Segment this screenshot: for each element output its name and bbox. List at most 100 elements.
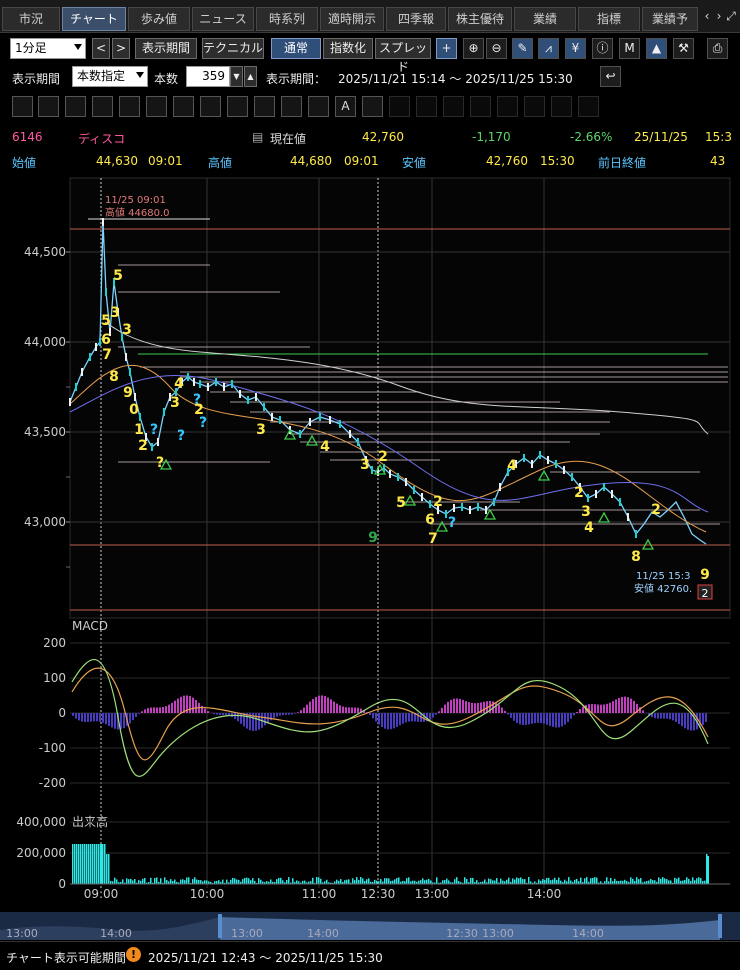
count-label: 9 [700, 567, 710, 583]
macd-histogram-bar [276, 713, 278, 717]
macd-histogram-bar [384, 713, 386, 729]
interval-select[interactable]: 1分足 [10, 38, 86, 59]
macd-histogram-bar [312, 699, 314, 713]
fib-icon[interactable] [200, 96, 221, 117]
spread-button[interactable]: スプレッド [375, 38, 431, 59]
macd-histogram-bar [165, 706, 167, 713]
area-chart-icon[interactable]: ▲ [646, 38, 667, 59]
volume-bar [170, 879, 172, 884]
yen-icon[interactable]: ¥ [565, 38, 586, 59]
next-button[interactable]: > [112, 38, 130, 59]
candle [349, 430, 351, 438]
vline-tool-icon[interactable] [173, 96, 194, 117]
overview-tick-label: 14:00 [307, 927, 339, 940]
volume-bar [108, 854, 110, 884]
settings-icon[interactable]: ⚒ [673, 38, 694, 59]
channel-icon[interactable] [92, 96, 113, 117]
period-mode-select[interactable]: 本数指定 [72, 66, 148, 87]
lock-icon[interactable] [551, 96, 572, 117]
macd-histogram-bar [474, 703, 476, 713]
volume-bar [520, 877, 522, 884]
volume-bar [360, 877, 362, 884]
candle [371, 466, 373, 474]
minus-icon[interactable] [308, 96, 329, 117]
tab-benefits[interactable]: 株主優待 [448, 7, 512, 31]
volume-bar [198, 880, 200, 884]
tab-news[interactable]: ニュース [192, 7, 254, 31]
prev-button[interactable]: < [92, 38, 110, 59]
paste-icon[interactable] [416, 96, 437, 117]
volume-bar [320, 879, 322, 884]
footer: チャート表示可能期間 ! 2025/11/21 12:43 ～ 2025/11/… [0, 941, 740, 970]
macd-histogram-bar [300, 710, 302, 713]
tab-ticks[interactable]: 歩み値 [128, 7, 190, 31]
eraser-all-icon[interactable] [497, 96, 518, 117]
overview-bar[interactable]: 13:00 14:00 13:00 14:00 12:30 13:00 14:00 [0, 912, 740, 940]
macd-histogram-bar [114, 713, 116, 729]
tab-shikiho[interactable]: 四季報 [386, 7, 446, 31]
ruler-icon[interactable] [38, 96, 59, 117]
macd-histogram-bar [255, 713, 257, 731]
count-input[interactable]: 359 [186, 66, 230, 87]
macd-histogram-bar [96, 713, 98, 721]
line-tool-icon[interactable] [12, 96, 33, 117]
expand-icon[interactable]: ⤢ [724, 9, 738, 24]
volume-bar [398, 877, 400, 884]
volume-bar [164, 877, 166, 884]
hand-icon[interactable] [443, 96, 464, 117]
pen-icon[interactable]: ✎ [512, 38, 533, 59]
icon-stamp-icon[interactable] [362, 96, 383, 117]
period-label: 表示期間 [12, 70, 60, 87]
fan-icon[interactable] [119, 96, 140, 117]
undo-icon[interactable] [524, 96, 545, 117]
copy-icon[interactable] [389, 96, 410, 117]
rect-icon[interactable] [281, 96, 302, 117]
pentagon-icon[interactable] [227, 96, 248, 117]
reset-icon[interactable]: ↩ [600, 66, 621, 87]
hline-tool-icon[interactable] [65, 96, 86, 117]
index-button[interactable]: 指数化 [323, 38, 373, 59]
candle [279, 416, 281, 424]
zoom-out-icon[interactable]: ⊖ [486, 38, 507, 59]
tab-chart[interactable]: チャート [62, 7, 126, 31]
volume-tick-label: 400,000 [16, 815, 66, 829]
volume-bar [186, 877, 188, 884]
tab-forecast[interactable]: 業績予 [642, 7, 698, 31]
candle [263, 403, 265, 411]
macd-histogram-bar [369, 713, 371, 715]
tab-disclosure[interactable]: 適時開示 [320, 7, 384, 31]
text-tool-icon[interactable]: A [335, 96, 356, 117]
tab-timeseries[interactable]: 時系列 [256, 7, 318, 31]
technical-button[interactable]: テクニカル [202, 38, 264, 59]
macd-histogram-bar [282, 713, 284, 715]
print-icon[interactable]: ⎙ [707, 38, 728, 59]
overview-handle-right [718, 914, 722, 938]
tab-indicators[interactable]: 指標 [578, 7, 640, 31]
macd-histogram-bar [543, 713, 545, 724]
info-icon[interactable]: ⓘ [592, 38, 613, 59]
low-badge-text: 2 [702, 587, 709, 600]
candle [299, 430, 301, 438]
zoom-in-icon[interactable]: ⊕ [463, 38, 484, 59]
add-icon[interactable]: + [436, 38, 457, 59]
volume-bar [528, 877, 530, 884]
volume-bar [496, 878, 498, 884]
tab-market[interactable]: 市況 [2, 7, 60, 31]
count-up-icon[interactable]: ▲ [244, 66, 257, 87]
count-down-icon[interactable]: ▼ [230, 66, 243, 87]
macd-histogram-bar [162, 707, 164, 713]
gear-icon[interactable] [578, 96, 599, 117]
gann-icon[interactable] [146, 96, 167, 117]
my-icon[interactable]: M [619, 38, 640, 59]
stock-chart[interactable]: 11/25 09:01高値 44680.0 11/25 15:3安値 42760.… [0, 172, 740, 940]
period-button[interactable]: 表示期間 [135, 38, 197, 59]
circle-icon[interactable] [254, 96, 275, 117]
trend-icon[interactable]: ⩘ [538, 38, 559, 59]
tab-earnings[interactable]: 業績 [514, 7, 576, 31]
eraser-icon[interactable] [470, 96, 491, 117]
normal-button[interactable]: 通常 [271, 38, 321, 59]
candle [445, 510, 447, 518]
high-annotation-text: 高値 44680.0 [105, 206, 170, 219]
macd-histogram-bar [285, 713, 287, 715]
macd-histogram-bar [387, 713, 389, 729]
